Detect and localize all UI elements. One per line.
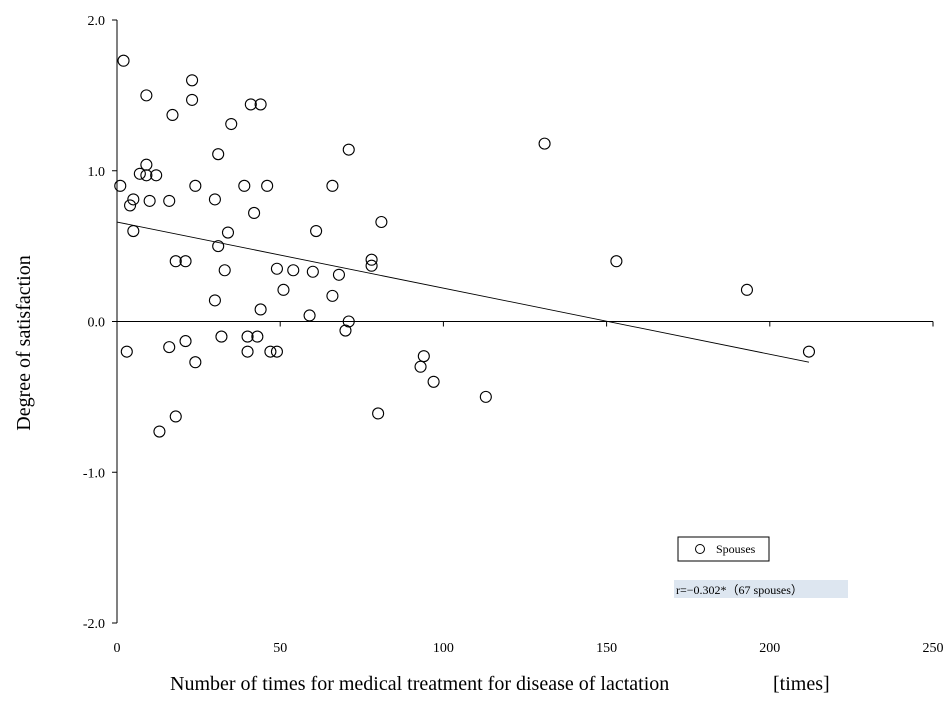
data-point [114,179,127,192]
data-point [225,117,238,131]
data-point [212,148,225,161]
data-point [163,341,176,354]
data-point [212,240,225,253]
correlation-text: r=−0.302*（67 spouses） [676,583,803,597]
y-tick-label: -2.0 [83,617,105,632]
data-points [114,54,816,438]
data-point [208,193,221,206]
data-point [277,283,290,296]
data-point [270,262,283,275]
data-point [479,390,492,403]
data-point [303,309,316,322]
data-point [254,98,267,111]
annotation-background [674,580,848,598]
x-tick-label: 200 [759,641,780,656]
y-axis-ticks: 2.0 1.0 0.0 -1.0 -2.0 [83,14,117,632]
data-point [538,137,551,150]
y-tick-label: 2.0 [88,14,106,29]
data-point [261,179,274,192]
data-point [740,283,754,296]
y-axis-title: Degree of satisfaction [13,255,35,430]
data-point [208,294,221,307]
legend-entry-spouses: Spouses [716,542,756,556]
data-point [189,179,202,192]
legend: Spouses [677,536,770,562]
data-point [120,345,133,358]
data-point [238,179,251,192]
data-point [254,303,267,316]
data-point [332,268,346,281]
data-point [140,169,153,182]
data-point [153,425,166,438]
x-tick-label: 100 [433,641,454,656]
data-point [169,410,182,423]
data-point [150,169,163,182]
x-axis-ticks: 0 50 100 150 200 250 [114,321,944,656]
x-tick-label: 150 [596,641,617,656]
data-point [270,345,283,358]
plot-area: 0 50 100 150 200 250 2.0 1.0 0.0 -1.0 -2.0 [83,14,944,656]
data-point [179,255,192,268]
data-point [365,253,378,266]
data-point [189,356,202,369]
data-point [417,350,430,363]
data-point [127,193,140,206]
data-point [427,375,440,388]
x-axis-title: Number of times for medical treatment fo… [170,673,669,695]
data-point [241,345,254,358]
data-point [365,259,378,272]
data-point [414,360,427,373]
data-point [372,407,385,420]
data-point [610,255,623,268]
x-tick-label: 250 [923,641,944,656]
data-point [169,255,182,268]
y-tick-label: 0.0 [88,316,106,331]
data-point [117,54,130,67]
data-point [140,89,153,102]
x-axis-unit: [times] [773,673,830,695]
y-tick-label: 1.0 [88,165,106,180]
data-point [248,206,261,220]
data-point [326,289,339,302]
data-point [342,315,355,328]
data-point [326,179,339,192]
data-point [127,225,140,238]
data-point [244,98,257,111]
data-point [179,335,192,348]
data-point [166,108,179,122]
data-point [310,225,323,238]
data-point [342,143,355,156]
regression-line [116,221,810,363]
legend-box [677,536,770,562]
data-point [163,194,176,207]
data-point [264,345,277,358]
legend-marker-icon [695,544,705,554]
x-tick-label: 50 [273,641,287,656]
y-tick-label: -1.0 [83,466,105,481]
data-point [802,345,816,358]
data-point [241,330,254,343]
data-point [186,93,199,106]
data-point [186,74,199,87]
x-tick-label: 0 [114,641,121,656]
data-point [218,264,231,277]
data-point [287,264,300,277]
data-point [133,167,146,180]
data-point [221,226,235,239]
data-point [251,330,264,343]
data-point [124,199,137,212]
data-point [143,194,156,207]
data-point [306,265,319,278]
data-point [375,215,388,229]
data-point [215,330,228,343]
correlation-annotation: r=−0.302*（67 spouses） [674,580,848,598]
data-point [339,324,352,337]
